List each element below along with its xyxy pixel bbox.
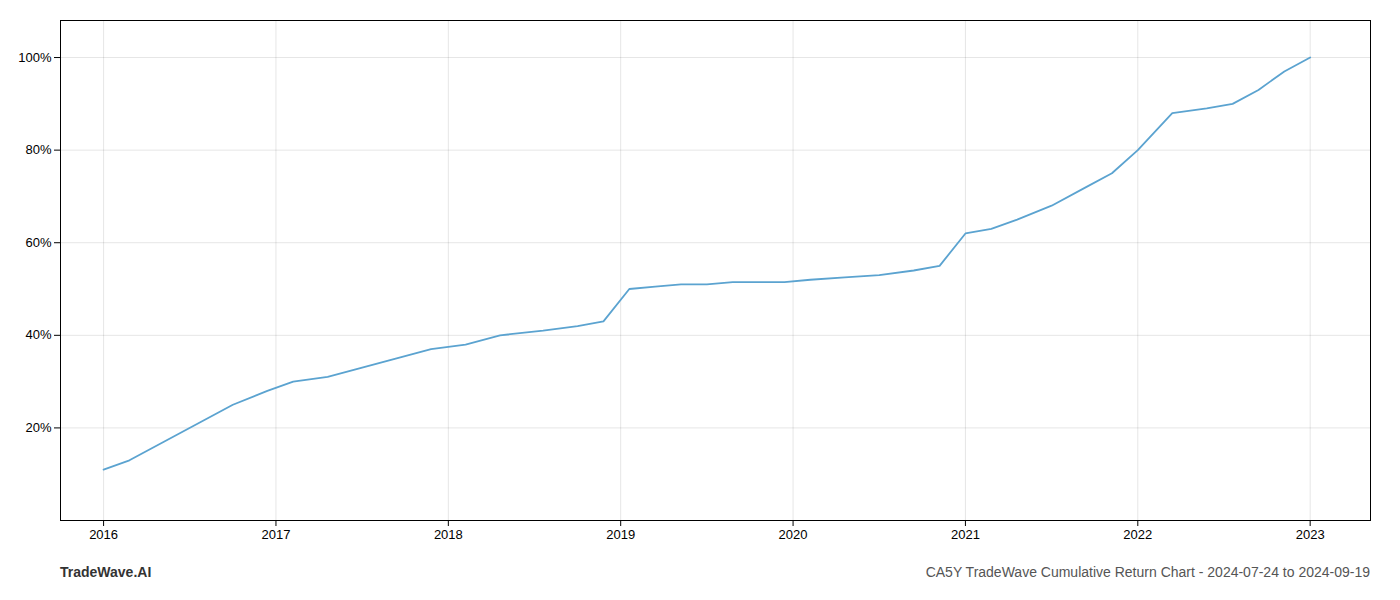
svg-text:20%: 20% [25,420,51,435]
svg-text:40%: 40% [25,327,51,342]
html-text:TradeWave.AI: TradeWave.AI [60,564,152,580]
svg-text:2017: 2017 [261,527,290,542]
html-text:CA5Y TradeWave Cumulative Retu: CA5Y TradeWave Cumulative Return Chart -… [925,564,1370,580]
svg-text:2021: 2021 [951,527,980,542]
svg-text:2022: 2022 [1123,527,1152,542]
svg-text:2023: 2023 [1296,527,1325,542]
svg-text:80%: 80% [25,142,51,157]
svg-text:2019: 2019 [606,527,635,542]
svg-text:2020: 2020 [779,527,808,542]
svg-text:60%: 60% [25,235,51,250]
svg-text:100%: 100% [18,50,52,65]
svg-text:2016: 2016 [89,527,118,542]
svg-text:2018: 2018 [434,527,463,542]
